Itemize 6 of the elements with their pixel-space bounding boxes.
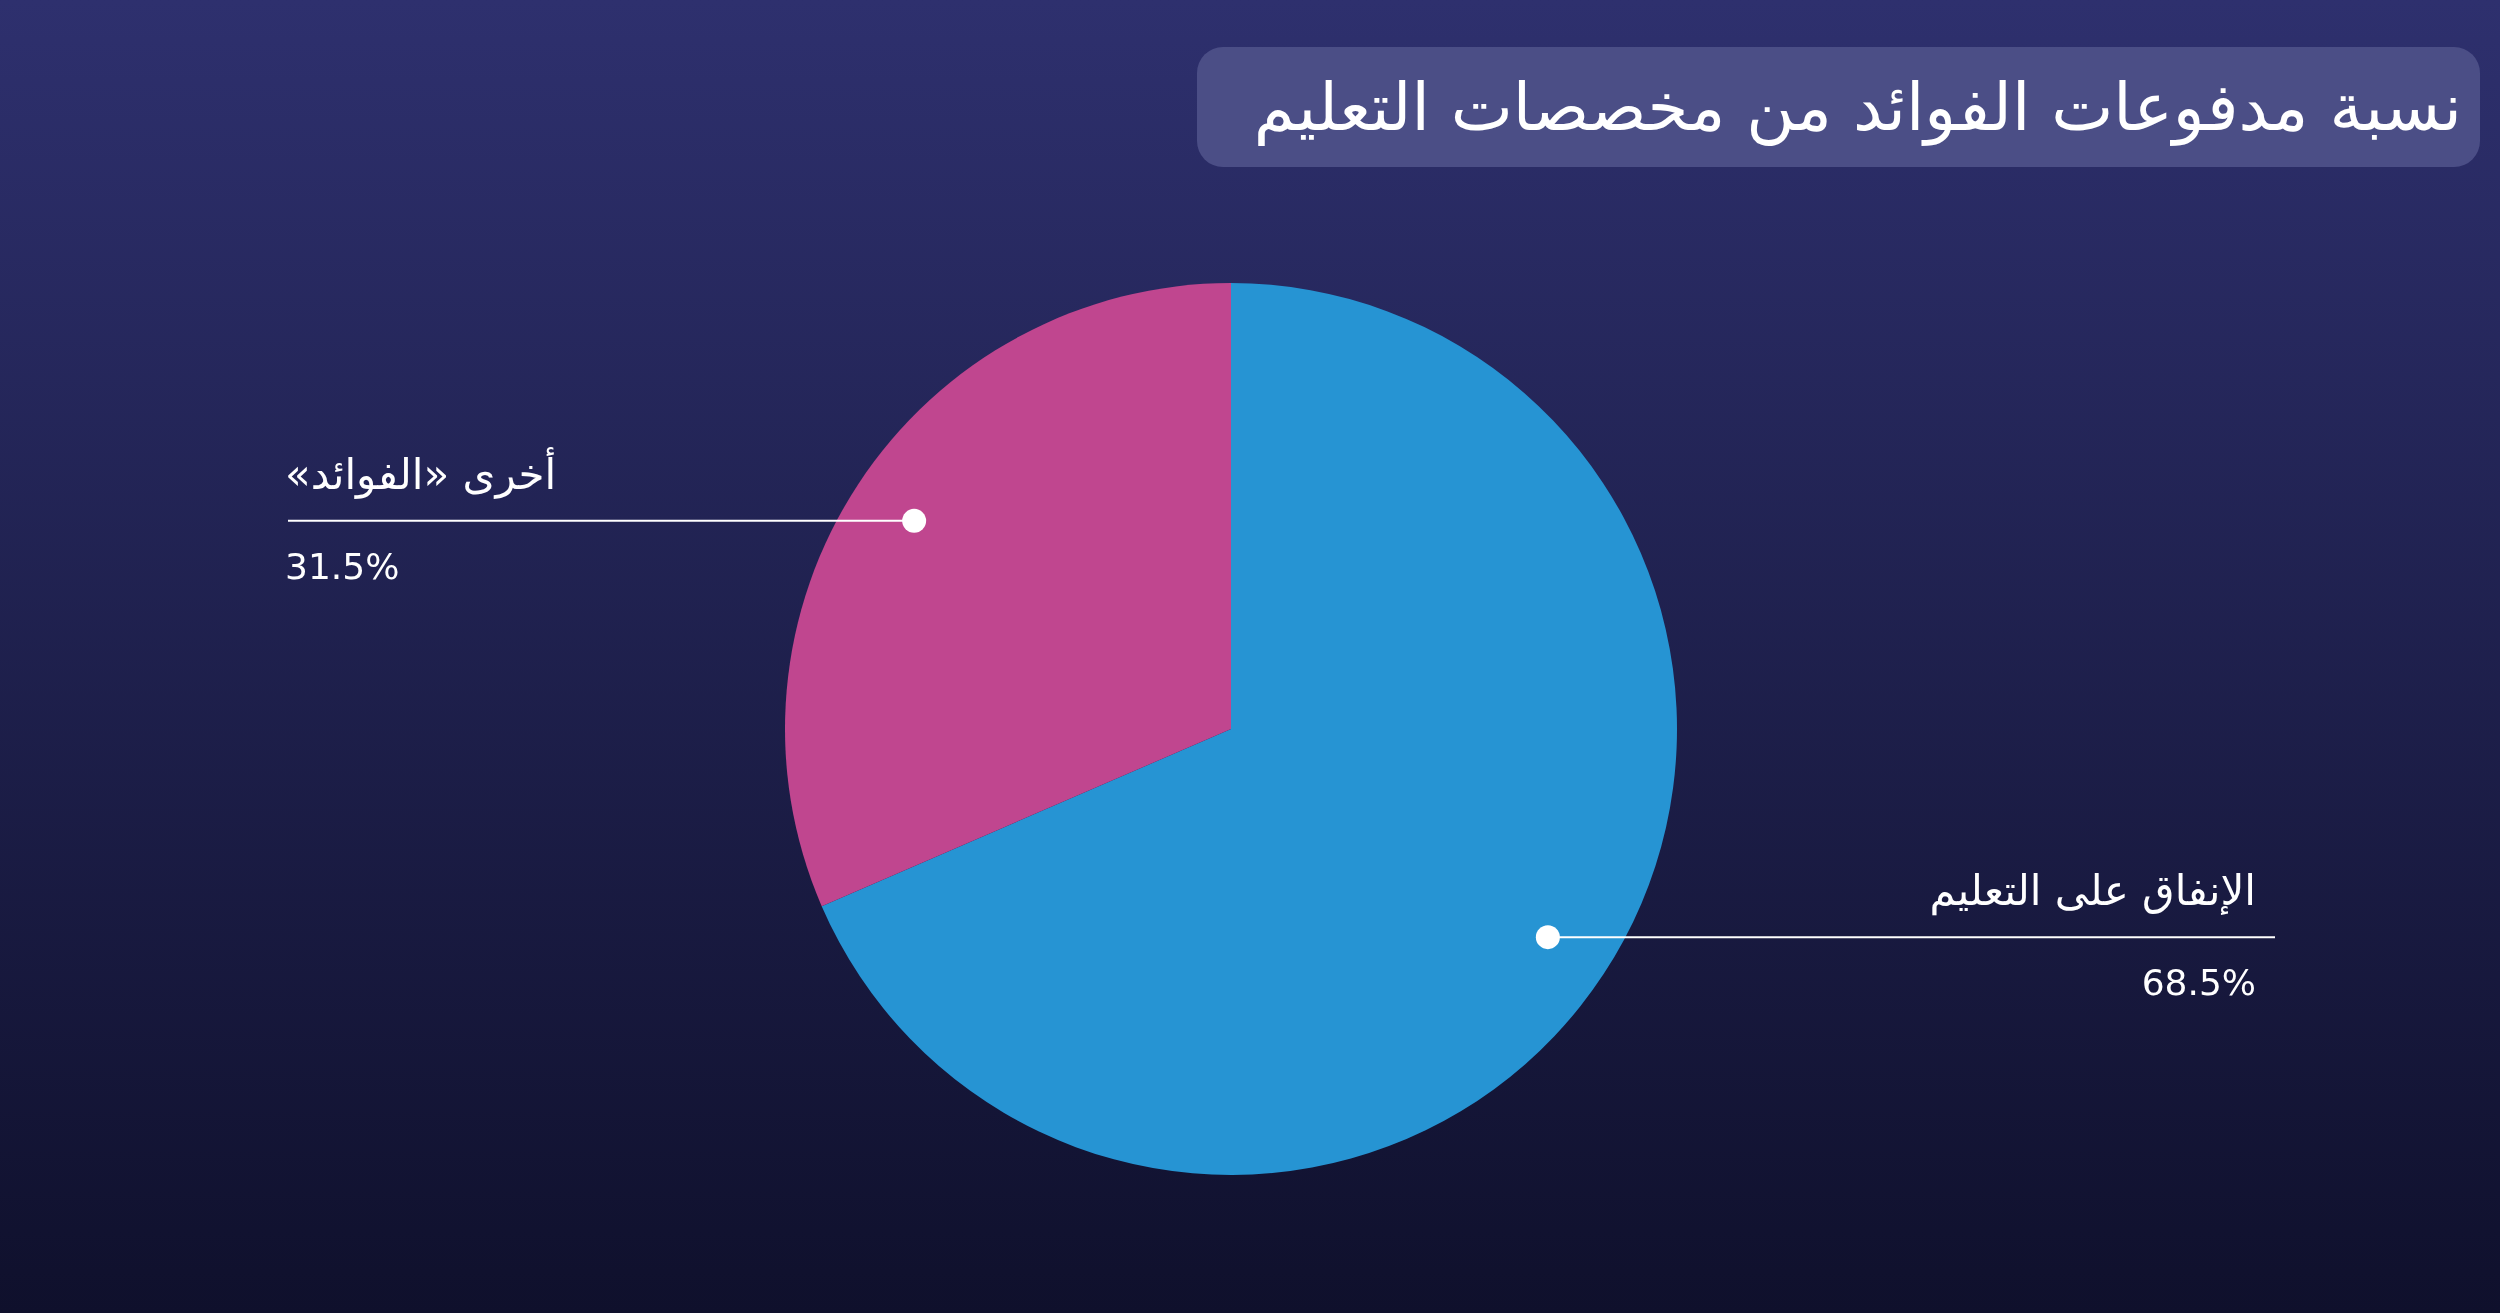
data-label: 31.5% bbox=[285, 545, 400, 587]
chart-title: نسبة مدفوعات الفوائد من مخصصات التعليم bbox=[1253, 69, 2462, 146]
title: نسبة مدفوعات الفوائد من مخصصات التعليم bbox=[1197, 47, 2480, 167]
slice-label: الإنفاق على التعليم bbox=[1929, 866, 2256, 917]
data-label: 68.5% bbox=[2141, 962, 2256, 1004]
slice-label: أخرى «الفوائد» bbox=[285, 446, 557, 499]
